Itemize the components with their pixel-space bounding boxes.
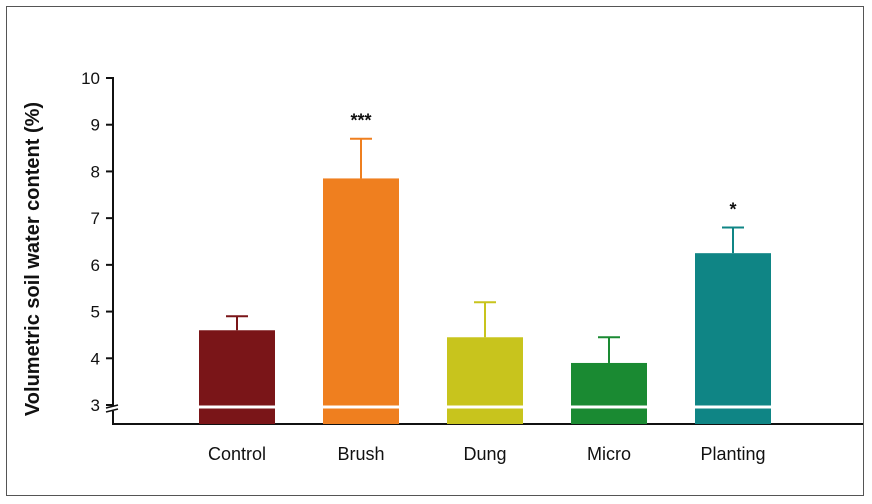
- bar-break-band: [571, 405, 647, 409]
- axis-break-gap: [107, 406, 119, 411]
- y-tick-label: 8: [91, 162, 100, 181]
- bar-chart: Volumetric soil water content (%) 3 4 5 6 7 8…: [22, 69, 863, 464]
- y-tick-label: 9: [91, 116, 100, 135]
- x-tick-label-control: Control: [208, 444, 266, 464]
- y-tick-label: 6: [91, 256, 100, 275]
- bar-micro: [571, 362, 647, 424]
- significance-labels: ****: [350, 111, 736, 220]
- axis-break-mark: [105, 408, 119, 413]
- x-axis-labels: Control Brush Dung Micro Planting: [208, 444, 766, 464]
- bar-dung: [447, 337, 523, 424]
- y-tick-label: 3: [91, 396, 100, 415]
- y-axis-title: Volumetric soil water content (%): [22, 102, 44, 416]
- y-tick-label: 5: [91, 303, 100, 322]
- bar-break-band: [447, 405, 523, 409]
- axis-break-mark: [105, 404, 119, 409]
- bar-break-band: [323, 405, 399, 409]
- bar-break-band: [695, 405, 771, 409]
- significance-planting: *: [729, 199, 736, 219]
- bar-planting: [695, 253, 771, 424]
- chart-frame: Volumetric soil water content (%) 3 4 5 6 7 8…: [6, 6, 864, 496]
- y-tick-label: 4: [91, 349, 100, 368]
- bar-control: [199, 330, 275, 424]
- y-axis-ticks: 3 4 5 6 7 8 9 10: [81, 69, 113, 415]
- y-tick-label: 7: [91, 209, 100, 228]
- x-tick-label-brush: Brush: [337, 444, 384, 464]
- bar-brush: [323, 178, 399, 424]
- significance-brush: ***: [350, 111, 371, 131]
- bars: [199, 178, 771, 424]
- x-tick-label-planting: Planting: [700, 444, 765, 464]
- x-tick-label-dung: Dung: [463, 444, 506, 464]
- x-tick-label-micro: Micro: [587, 444, 631, 464]
- y-tick-label: 10: [81, 69, 100, 88]
- bar-break-band: [199, 405, 275, 409]
- error-bars: [226, 137, 744, 363]
